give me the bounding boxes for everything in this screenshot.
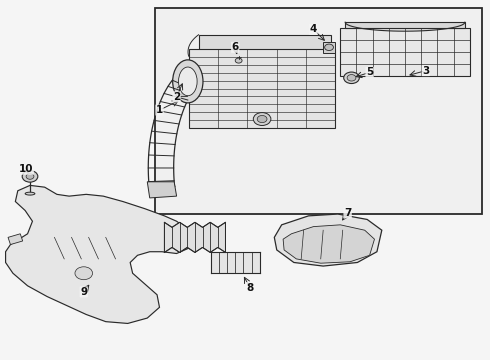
Text: 3: 3	[422, 66, 429, 76]
Polygon shape	[323, 42, 335, 53]
Polygon shape	[283, 225, 374, 263]
Polygon shape	[211, 252, 260, 273]
Polygon shape	[5, 185, 194, 323]
Circle shape	[253, 113, 271, 126]
Polygon shape	[274, 214, 382, 266]
Circle shape	[235, 58, 242, 63]
Polygon shape	[164, 222, 225, 252]
Circle shape	[26, 174, 34, 179]
Circle shape	[22, 171, 38, 182]
Ellipse shape	[172, 60, 203, 103]
Polygon shape	[189, 49, 335, 128]
Bar	[155, 8, 482, 214]
Polygon shape	[147, 182, 176, 198]
Text: 4: 4	[310, 24, 317, 35]
Polygon shape	[8, 234, 23, 244]
Text: 2: 2	[173, 92, 180, 102]
Polygon shape	[179, 89, 187, 96]
Text: 5: 5	[366, 67, 373, 77]
Circle shape	[325, 44, 333, 50]
Circle shape	[347, 75, 356, 81]
Polygon shape	[340, 28, 470, 76]
Text: 7: 7	[344, 208, 351, 218]
Ellipse shape	[25, 192, 35, 195]
Text: 8: 8	[246, 283, 253, 293]
Polygon shape	[198, 35, 331, 56]
Circle shape	[75, 267, 93, 280]
Text: 9: 9	[80, 287, 87, 297]
Text: 6: 6	[232, 42, 239, 52]
Circle shape	[257, 116, 267, 123]
Text: 1: 1	[156, 105, 163, 115]
Circle shape	[343, 72, 359, 84]
Polygon shape	[345, 22, 465, 28]
Ellipse shape	[178, 67, 197, 96]
Text: 10: 10	[19, 164, 33, 174]
